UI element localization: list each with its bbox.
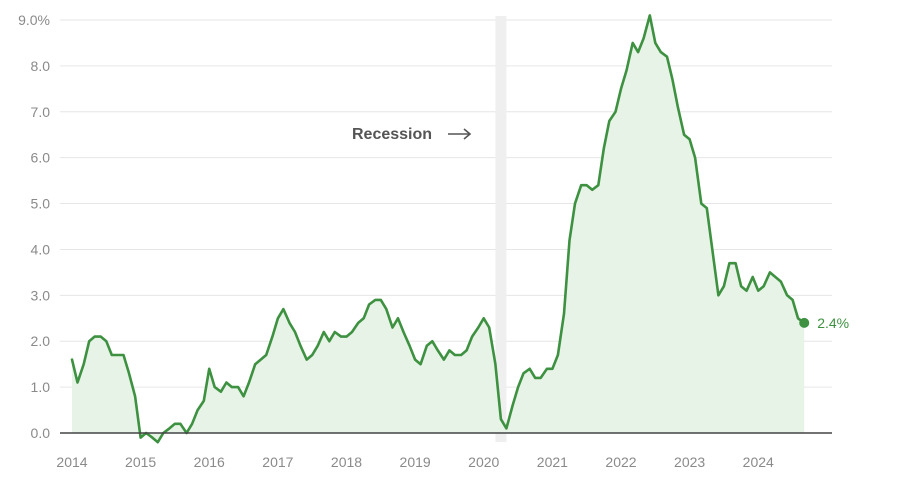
x-tick-labels: 2014 2015 2016 2017 2018 2019 2020 2021 2022 2023… (56, 454, 774, 470)
x-tick-label: 2024 (743, 454, 774, 470)
gridlines (60, 19, 832, 388)
y-tick-label: 5.0 (31, 196, 51, 212)
x-tick-label: 2015 (125, 454, 156, 470)
end-point-marker (799, 317, 810, 328)
series-area (72, 15, 805, 443)
series-path (70, 14, 806, 444)
recession-label: Recession (352, 126, 432, 143)
end-value-label: 2.4% (817, 315, 849, 331)
y-tick-label: 2.0 (31, 333, 51, 349)
recession-rect (495, 16, 507, 442)
y-tick-labels: 0.0 1.0 2.0 3.0 4.0 5.0 6.0 7.0 8.0 9.0% (18, 12, 50, 441)
y-tick-label: 7.0 (31, 104, 51, 120)
annotations: Recession 2.4% (352, 126, 849, 331)
x-tick-label: 2014 (56, 454, 87, 470)
y-tick-label: 1.0 (31, 379, 51, 395)
x-tick-label: 2020 (468, 454, 499, 470)
x-tick-label: 2017 (262, 454, 293, 470)
x-tick-label: 2018 (331, 454, 362, 470)
recession-band (495, 16, 507, 442)
y-tick-label: 0.0 (31, 425, 51, 441)
arrow-right-icon (448, 128, 472, 140)
area-fill (72, 15, 805, 443)
series-line (70, 14, 806, 444)
x-tick-label: 2023 (674, 454, 705, 470)
x-tick-label: 2022 (605, 454, 636, 470)
y-tick-label: 4.0 (31, 241, 51, 257)
x-tick-label: 2021 (537, 454, 568, 470)
y-tick-label: 8.0 (31, 58, 51, 74)
x-tick-label: 2019 (400, 454, 431, 470)
y-tick-label: 3.0 (31, 287, 51, 303)
y-tick-label: 6.0 (31, 150, 51, 166)
y-tick-label: 9.0% (18, 12, 50, 28)
x-tick-label: 2016 (194, 454, 225, 470)
